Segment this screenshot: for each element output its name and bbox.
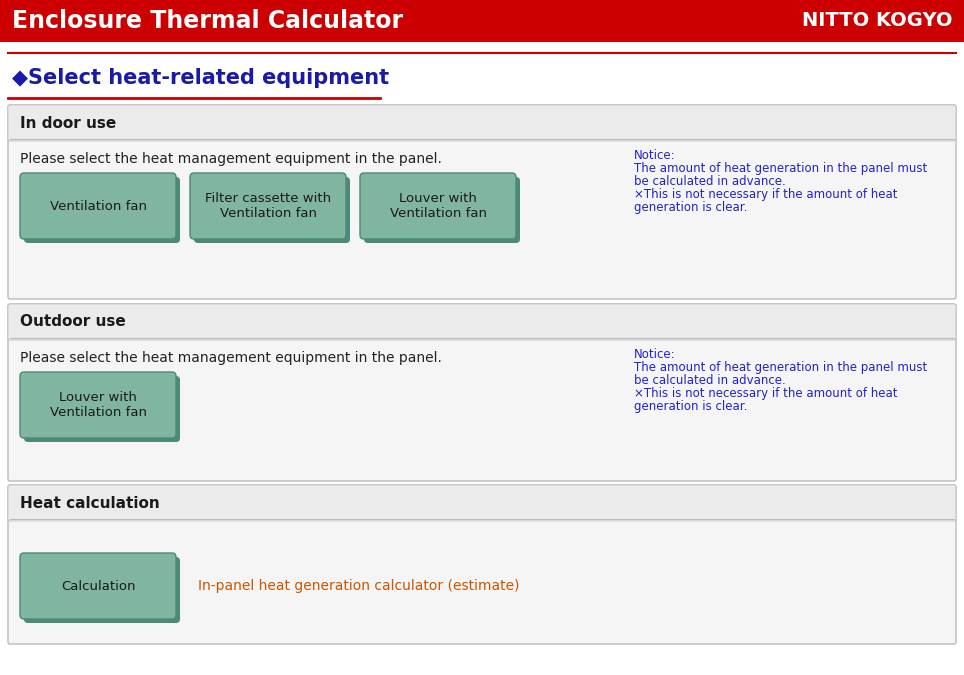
FancyBboxPatch shape	[8, 105, 956, 141]
Text: Notice:: Notice:	[634, 348, 676, 361]
FancyBboxPatch shape	[24, 177, 180, 243]
Text: generation is clear.: generation is clear.	[634, 201, 747, 214]
Text: In-panel heat generation calculator (estimate): In-panel heat generation calculator (est…	[198, 579, 520, 593]
Text: Ventilation fan: Ventilation fan	[49, 200, 147, 213]
Text: Outdoor use: Outdoor use	[20, 315, 125, 329]
Text: Please select the heat management equipment in the panel.: Please select the heat management equipm…	[20, 152, 442, 166]
Text: Calculation: Calculation	[61, 580, 135, 593]
Text: Heat calculation: Heat calculation	[20, 495, 160, 510]
Text: Enclosure Thermal Calculator: Enclosure Thermal Calculator	[12, 9, 403, 33]
FancyBboxPatch shape	[194, 177, 350, 243]
FancyBboxPatch shape	[8, 485, 956, 644]
FancyBboxPatch shape	[190, 173, 346, 239]
Text: Filter cassette with
Ventilation fan: Filter cassette with Ventilation fan	[205, 192, 331, 220]
FancyBboxPatch shape	[20, 553, 176, 619]
FancyBboxPatch shape	[20, 173, 176, 239]
Text: In door use: In door use	[20, 115, 117, 130]
Text: ×This is not necessary if the amount of heat: ×This is not necessary if the amount of …	[634, 387, 897, 400]
Text: be calculated in advance.: be calculated in advance.	[634, 374, 786, 387]
Text: ×This is not necessary if the amount of heat: ×This is not necessary if the amount of …	[634, 188, 897, 201]
Text: Notice:: Notice:	[634, 149, 676, 162]
FancyBboxPatch shape	[8, 485, 956, 521]
FancyBboxPatch shape	[8, 105, 956, 299]
Text: generation is clear.: generation is clear.	[634, 400, 747, 413]
FancyBboxPatch shape	[8, 304, 956, 340]
FancyBboxPatch shape	[24, 557, 180, 623]
Text: be calculated in advance.: be calculated in advance.	[634, 175, 786, 188]
Text: The amount of heat generation in the panel must: The amount of heat generation in the pan…	[634, 361, 927, 374]
FancyBboxPatch shape	[24, 376, 180, 442]
FancyBboxPatch shape	[8, 304, 956, 481]
Text: Louver with
Ventilation fan: Louver with Ventilation fan	[389, 192, 487, 220]
Text: NITTO KOGYO: NITTO KOGYO	[801, 11, 952, 30]
Text: Louver with
Ventilation fan: Louver with Ventilation fan	[49, 391, 147, 419]
Text: ◆Select heat-related equipment: ◆Select heat-related equipment	[12, 68, 389, 88]
Bar	[0, 0, 964, 42]
Text: The amount of heat generation in the panel must: The amount of heat generation in the pan…	[634, 162, 927, 175]
FancyBboxPatch shape	[20, 372, 176, 438]
Text: Please select the heat management equipment in the panel.: Please select the heat management equipm…	[20, 351, 442, 365]
FancyBboxPatch shape	[364, 177, 520, 243]
FancyBboxPatch shape	[360, 173, 516, 239]
